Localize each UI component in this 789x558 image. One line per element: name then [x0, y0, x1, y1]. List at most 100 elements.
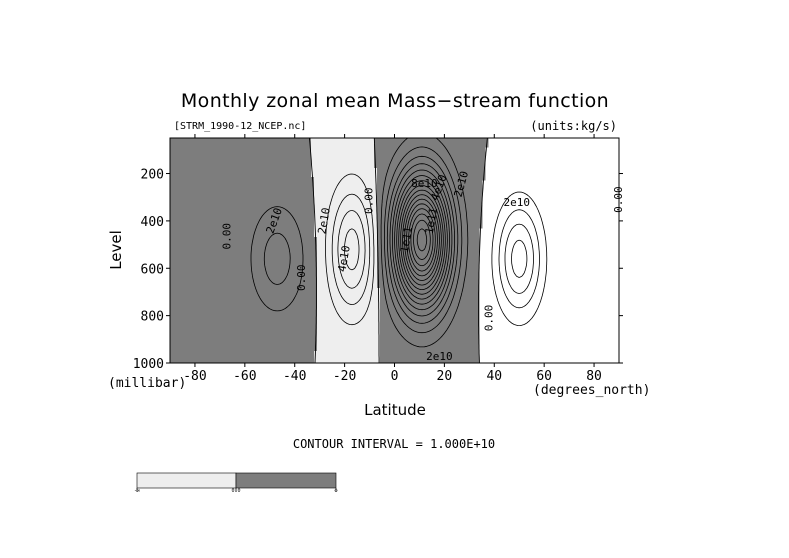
contour-label: 1e11 — [423, 207, 440, 235]
field-cell — [311, 159, 375, 163]
field-cell — [170, 261, 318, 265]
contour-label: 4e10 — [335, 245, 352, 273]
contour-label: 0.00 — [363, 188, 376, 215]
field-cell — [170, 309, 318, 313]
contour-line-positive — [404, 198, 440, 281]
field-cell — [170, 312, 318, 316]
field-cell — [170, 348, 318, 352]
x-tick-label: -20 — [333, 369, 356, 384]
field-cell — [170, 162, 312, 166]
contour-line-positive — [402, 194, 442, 286]
field-cell — [380, 354, 480, 358]
field-cell — [380, 339, 480, 343]
field-cell — [170, 333, 318, 337]
field-cell — [377, 273, 480, 277]
x-tick-label: -60 — [233, 369, 256, 384]
field-cell — [377, 186, 483, 190]
field-cell — [170, 171, 312, 175]
field-cell — [374, 153, 486, 157]
field-cell — [380, 360, 480, 364]
field-cell — [311, 141, 375, 145]
contour-label: 1e11 — [398, 226, 415, 254]
contour-line-positive — [408, 208, 436, 272]
colorbar-tick-label: 0.0 — [231, 488, 240, 494]
field-cell — [170, 240, 318, 244]
contour-line-positive — [406, 203, 438, 277]
x-unit-label: (degrees_north) — [533, 383, 650, 398]
field-cell — [314, 225, 378, 229]
field-cell — [317, 282, 378, 286]
field-cell — [377, 267, 480, 271]
field-cell — [170, 276, 318, 280]
field-cell — [317, 246, 378, 250]
field-cell — [170, 294, 318, 298]
field-cell — [170, 336, 318, 340]
field-cell — [314, 201, 378, 205]
field-cell — [380, 315, 480, 319]
contour-label: 8e10 — [411, 177, 438, 190]
field-cell — [317, 249, 378, 253]
field-cell — [317, 270, 378, 274]
field-cell — [311, 171, 378, 175]
field-cell — [377, 279, 480, 283]
field-cell — [170, 252, 318, 256]
field-cell — [170, 177, 315, 181]
field-cell — [170, 234, 315, 238]
field-cell — [170, 273, 318, 277]
field-cell — [170, 210, 315, 214]
field-cell — [380, 333, 480, 337]
field-cell — [170, 198, 315, 202]
field-cell — [317, 321, 381, 325]
x-tick-label: 0 — [391, 369, 399, 384]
colorbar-negative — [136, 472, 237, 489]
contour-label: 2e10 — [426, 350, 453, 363]
field-cell — [380, 351, 480, 355]
field-cell — [377, 243, 480, 247]
field-cell — [377, 264, 480, 268]
field-cell — [170, 183, 315, 187]
colorbar-positive — [235, 472, 337, 489]
field-cell — [380, 330, 480, 334]
field-cell — [170, 192, 315, 196]
field-cell — [314, 198, 378, 202]
y-axis-title: Level — [107, 230, 125, 270]
field-cell — [170, 357, 315, 361]
field-cell — [377, 198, 483, 202]
contour-label: 0.00 — [295, 264, 308, 291]
field-cell — [170, 222, 315, 226]
field-cell — [170, 282, 318, 286]
field-cell — [170, 246, 318, 250]
field-cell — [314, 189, 378, 193]
field-cell — [380, 321, 480, 325]
field-cell — [377, 174, 486, 178]
x-tick-label: 20 — [437, 369, 453, 384]
field-cell — [170, 270, 318, 274]
field-cell — [170, 165, 312, 169]
field-cell — [170, 144, 312, 148]
field-cell — [380, 357, 480, 361]
field-cell — [380, 288, 480, 292]
contour-label: 0.00 — [220, 223, 233, 250]
field-cell — [377, 189, 483, 193]
contour-label: 2e10 — [503, 196, 530, 209]
field-cell — [314, 180, 378, 184]
x-tick-label: -40 — [283, 369, 306, 384]
field-cell — [311, 147, 375, 151]
colorbar-tick-label: ∞ — [334, 488, 337, 494]
field-cell — [170, 321, 318, 325]
contour-interval-note: CONTOUR INTERVAL = 1.000E+10 — [293, 437, 495, 451]
field-cell — [314, 219, 378, 223]
field-cell — [170, 219, 315, 223]
field-cell — [314, 357, 381, 361]
field-cell — [317, 267, 378, 271]
field-cell — [377, 195, 483, 199]
field-cell — [380, 342, 480, 346]
contour-line-positive — [389, 163, 455, 317]
field-cell — [380, 318, 480, 322]
field-cell — [317, 348, 381, 352]
field-cell — [317, 330, 381, 334]
field-cell — [317, 339, 381, 343]
field-cell — [170, 180, 315, 184]
field-cell — [377, 270, 480, 274]
